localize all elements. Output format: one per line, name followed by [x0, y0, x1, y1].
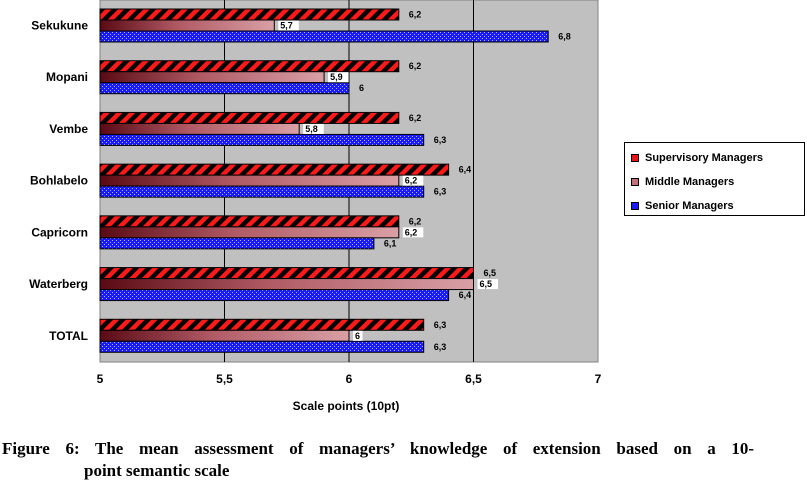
x-tick-label: 7 — [595, 372, 602, 386]
data-label-bg — [303, 123, 324, 134]
caption-line-2: point semantic scale — [84, 461, 230, 480]
legend-label-senior: Senior Managers — [645, 200, 734, 212]
x-tick-label: 6,5 — [465, 372, 482, 386]
x-axis-title: Scale points (10pt) — [293, 399, 400, 413]
data-label-bg — [477, 279, 498, 290]
bar-supervisory — [99, 318, 425, 331]
bar-supervisory — [99, 111, 400, 124]
data-label-middle: 6,2 — [405, 227, 418, 237]
bar-supervisory — [99, 267, 474, 280]
data-label-senior: 6,3 — [434, 135, 447, 145]
bar-middle — [99, 278, 474, 291]
data-label-senior: 6 — [359, 83, 364, 93]
data-label-senior: 6,3 — [434, 342, 447, 352]
bar-senior — [99, 82, 350, 95]
category-label: Mopani — [46, 70, 88, 84]
data-label-supervisory: 6,2 — [409, 216, 422, 226]
data-label-supervisory: 6,5 — [484, 268, 497, 278]
legend-swatch-middle — [631, 178, 639, 186]
data-label-middle: 6,2 — [405, 176, 418, 186]
data-label-bg — [278, 20, 299, 31]
legend-label-middle: Middle Managers — [645, 176, 735, 188]
bar-supervisory — [99, 163, 450, 176]
data-label-bg — [402, 175, 424, 186]
x-tick-label: 5,5 — [216, 372, 233, 386]
category-label: Vembe — [49, 122, 88, 136]
data-label-bg — [402, 227, 424, 238]
category-label: Bohlabelo — [30, 174, 88, 188]
legend-swatch-supervisory — [631, 154, 639, 162]
x-tick-label: 6 — [346, 372, 353, 386]
data-label-senior: 6,8 — [558, 32, 571, 42]
data-label-middle: 6 — [355, 331, 360, 341]
data-label-senior: 6,1 — [384, 238, 397, 248]
legend-item-supervisory: Supervisory Managers — [631, 151, 763, 165]
bar-middle — [99, 71, 325, 84]
category-label: Waterberg — [29, 277, 88, 291]
legend-label-supervisory: Supervisory Managers — [645, 152, 763, 164]
data-label-middle: 5,9 — [330, 72, 343, 82]
category-label: Sekukune — [31, 19, 88, 33]
x-tick-label: 5 — [97, 372, 104, 386]
legend-swatch-senior — [631, 202, 639, 210]
data-label-middle: 6,5 — [480, 279, 493, 289]
legend-item-middle: Middle Managers — [631, 175, 734, 189]
data-label-supervisory: 6,4 — [459, 165, 472, 175]
data-label-supervisory: 6,2 — [409, 10, 422, 20]
category-label: TOTAL — [49, 329, 88, 343]
bar-senior — [99, 237, 375, 250]
data-label-senior: 6,4 — [459, 290, 472, 300]
bar-senior — [99, 185, 425, 198]
data-labels: 6,25,76,86,25,966,25,86,36,46,26,36,26,2… — [278, 10, 571, 352]
bar-middle — [99, 122, 300, 135]
bar-middle — [99, 174, 400, 187]
bar-supervisory — [99, 8, 400, 21]
bar-senior — [99, 289, 450, 302]
bar-senior — [99, 133, 425, 146]
data-label-middle: 5,7 — [280, 21, 293, 31]
category-labels: Sekukune Mopani Vembe Bohlabelo Capricorn Wat… — [29, 19, 88, 343]
caption-line-1: Figure 6: The mean assessment of manager… — [2, 439, 754, 458]
bar-supervisory — [99, 60, 400, 73]
data-label-supervisory: 6,2 — [409, 113, 422, 123]
figure-caption: Figure 6: The mean assessment of manager… — [2, 438, 762, 482]
data-label-bg — [328, 72, 349, 83]
x-tick-labels: 5 5,5 6 6,5 7 — [97, 372, 602, 386]
data-label-supervisory: 6,2 — [409, 61, 422, 71]
bar-senior — [99, 30, 549, 43]
bar-middle — [99, 226, 400, 239]
legend-item-senior: Senior Managers — [631, 199, 734, 213]
bar-senior — [99, 340, 425, 353]
bar-middle — [99, 19, 275, 32]
bar-supervisory — [99, 215, 400, 228]
data-label-middle: 5,8 — [305, 124, 318, 134]
bar-middle — [99, 329, 350, 342]
data-label-bg — [353, 330, 363, 341]
data-label-senior: 6,3 — [434, 187, 447, 197]
data-label-supervisory: 6,3 — [434, 320, 447, 330]
bars — [99, 8, 549, 353]
legend: Supervisory Managers Middle Managers Sen… — [624, 142, 805, 216]
category-label: Capricorn — [31, 225, 88, 239]
